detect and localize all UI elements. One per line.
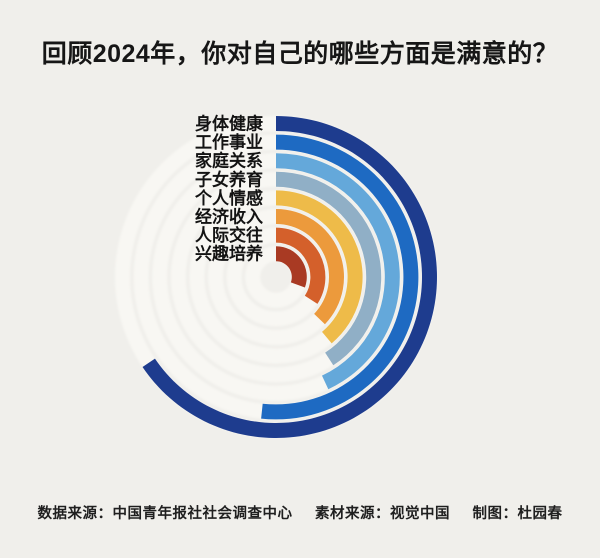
ring-arc-兴趣培养	[276, 246, 307, 288]
ring-arc-人际交往	[276, 227, 326, 304]
ring-label-1: 工作事业	[195, 132, 263, 152]
ring-label-6: 人际交往	[195, 225, 263, 245]
ring-label-0: 身体健康	[195, 114, 264, 134]
footer-material-source: 素材来源：视觉中国	[315, 506, 450, 522]
footer-credits: 数据来源：中国青年报社社会调查中心 素材来源：视觉中国 制图：杜园春	[0, 502, 600, 523]
chart-title: 回顾2024年，你对自己的哪些方面是满意的？	[41, 40, 559, 68]
ring-label-3: 子女养育	[195, 169, 263, 189]
ring-label-4: 个人情感	[194, 188, 263, 208]
footer-credit: 制图：杜园春	[472, 506, 563, 522]
ring-arc-经济收入	[276, 209, 345, 325]
ring-arcs	[142, 116, 437, 438]
footer-data-source: 数据来源：中国青年报社社会调查中心	[37, 506, 293, 522]
ring-label-7: 兴趣培养	[195, 244, 264, 264]
ring-arc-子女养育	[276, 171, 382, 366]
ring-arc-家庭关系	[276, 153, 400, 390]
ring-arc-个人情感	[276, 190, 363, 344]
ring-label-5: 经济收入	[195, 207, 263, 227]
ring-label-2: 家庭关系	[195, 151, 263, 171]
